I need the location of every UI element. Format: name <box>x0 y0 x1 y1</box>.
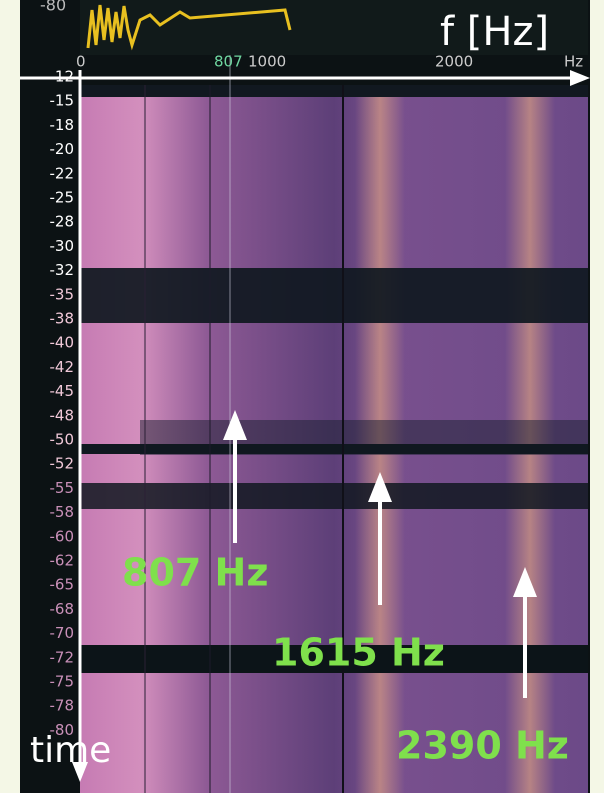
x-tick-label: 0 <box>76 53 86 71</box>
y-axis-title: time <box>30 730 111 771</box>
annotation: 1615 Hz <box>272 631 445 675</box>
y-tick-label: -60 <box>50 527 75 545</box>
x-tick-label: 807 <box>214 53 243 71</box>
y-tick-label: -65 <box>50 576 75 594</box>
dark-band <box>80 483 588 509</box>
y-tick-label: -22 <box>50 164 75 182</box>
x-arrow-head <box>570 70 590 86</box>
y-tick-label: -52 <box>50 455 75 473</box>
y-tick-label: -62 <box>50 552 75 570</box>
waveform-strip <box>80 0 588 55</box>
arrow-head <box>368 472 392 502</box>
annotation: 807 Hz <box>122 551 268 595</box>
y-tick-label: -70 <box>50 624 75 642</box>
y-tick-label: -68 <box>50 600 75 618</box>
y-tick-label: -30 <box>50 237 75 255</box>
annotation: 2390 Hz <box>396 724 569 768</box>
y-tick-label: -50 <box>50 431 75 449</box>
y-tick-label: -18 <box>50 116 75 134</box>
y-tick-label: -58 <box>50 503 75 521</box>
y-tick-label: -15 <box>50 92 75 110</box>
x-axis-title: f [Hz] <box>440 9 549 55</box>
y-tick-label: -75 <box>50 673 75 691</box>
y-tick-label: -80 <box>50 721 75 739</box>
y-tick-label: -38 <box>50 310 75 328</box>
dark-band <box>80 85 588 97</box>
y-tick-label: -25 <box>50 189 75 207</box>
y-tick-label: -28 <box>50 213 75 231</box>
y-tick-label: -45 <box>50 382 75 400</box>
y-tick-label: -48 <box>50 406 75 424</box>
x-unit: Hz <box>564 53 583 71</box>
dark-band <box>80 444 588 454</box>
waveform <box>86 4 292 51</box>
y-tick-label: -20 <box>50 140 75 158</box>
arrow-head <box>513 567 537 597</box>
y-tick-label: -78 <box>50 697 75 715</box>
y-tick-label: -72 <box>50 648 75 666</box>
y-tick-label: -40 <box>50 334 75 352</box>
y-ticks: 12-15-18-20-22-25-28-30-32-35-38-40-42-4… <box>50 68 75 739</box>
arrow-head <box>223 410 247 440</box>
y-tick-label: -55 <box>50 479 75 497</box>
top-label: -80 <box>40 0 66 15</box>
y-tick-label: -42 <box>50 358 75 376</box>
y-arrow-head <box>72 762 88 782</box>
y-tick-label: -35 <box>50 285 75 303</box>
y-tick-label: -32 <box>50 261 75 279</box>
dark-band <box>80 268 588 323</box>
x-tick-label: 2000 <box>435 53 473 71</box>
annotation-arrows <box>223 410 537 698</box>
x-tick-label: 1000 <box>248 53 286 71</box>
dark-band <box>80 645 588 673</box>
